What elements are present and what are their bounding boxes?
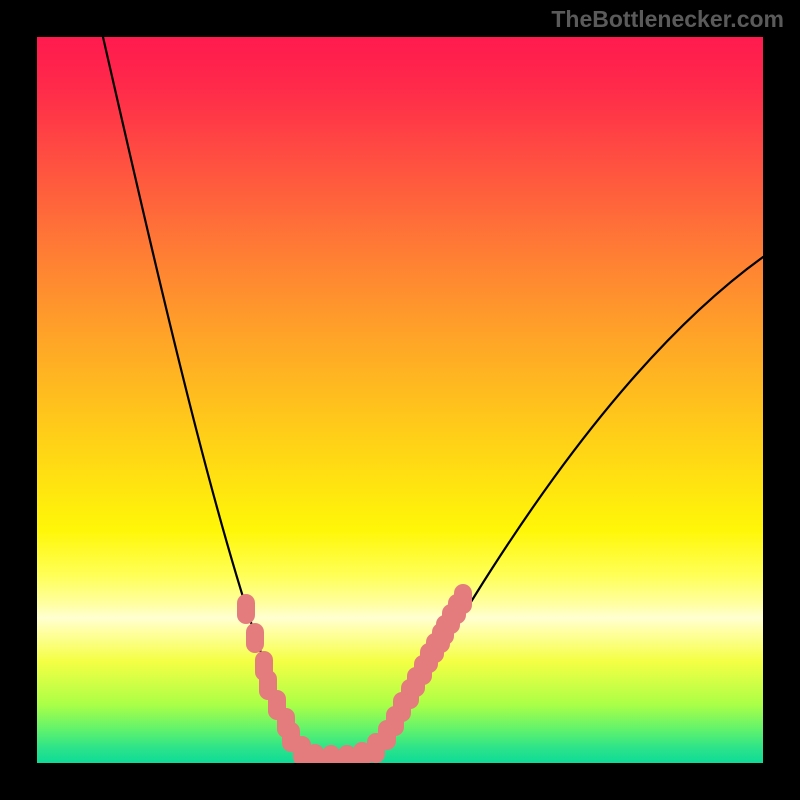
- watermark-text: TheBottlenecker.com: [551, 6, 784, 33]
- curve-marker: [454, 584, 472, 614]
- curve-marker: [237, 594, 255, 624]
- markers-layer: [37, 37, 763, 763]
- plot-area: [37, 37, 763, 763]
- curve-marker: [246, 623, 264, 653]
